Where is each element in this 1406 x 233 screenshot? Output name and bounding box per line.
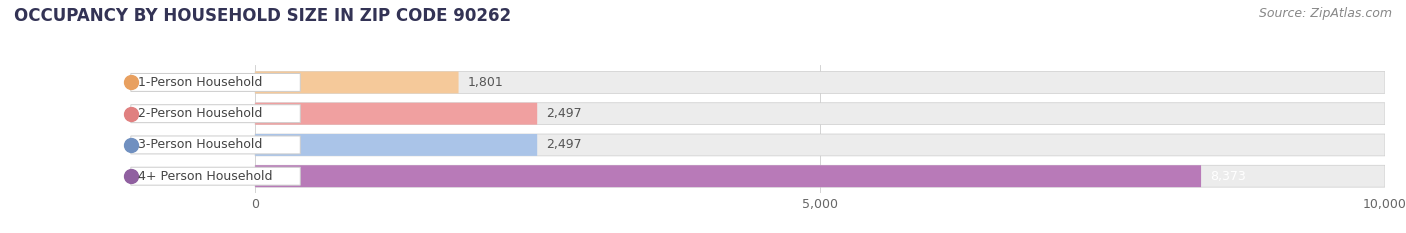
FancyBboxPatch shape: [254, 134, 1385, 156]
FancyBboxPatch shape: [254, 165, 1385, 187]
FancyBboxPatch shape: [131, 136, 301, 154]
Text: 4+ Person Household: 4+ Person Household: [138, 170, 273, 183]
FancyBboxPatch shape: [131, 167, 301, 185]
Text: OCCUPANCY BY HOUSEHOLD SIZE IN ZIP CODE 90262: OCCUPANCY BY HOUSEHOLD SIZE IN ZIP CODE …: [14, 7, 512, 25]
FancyBboxPatch shape: [254, 165, 1201, 187]
Text: 2,497: 2,497: [547, 107, 582, 120]
FancyBboxPatch shape: [254, 134, 537, 156]
FancyBboxPatch shape: [254, 103, 537, 125]
FancyBboxPatch shape: [254, 72, 458, 93]
FancyBboxPatch shape: [254, 103, 1385, 125]
FancyBboxPatch shape: [254, 72, 1385, 93]
Text: 3-Person Household: 3-Person Household: [138, 138, 262, 151]
Text: 2,497: 2,497: [547, 138, 582, 151]
Text: 8,373: 8,373: [1211, 170, 1246, 183]
Text: 1,801: 1,801: [468, 76, 503, 89]
Text: 1-Person Household: 1-Person Household: [138, 76, 262, 89]
Text: Source: ZipAtlas.com: Source: ZipAtlas.com: [1258, 7, 1392, 20]
FancyBboxPatch shape: [131, 105, 301, 123]
FancyBboxPatch shape: [131, 73, 301, 91]
Text: 2-Person Household: 2-Person Household: [138, 107, 262, 120]
